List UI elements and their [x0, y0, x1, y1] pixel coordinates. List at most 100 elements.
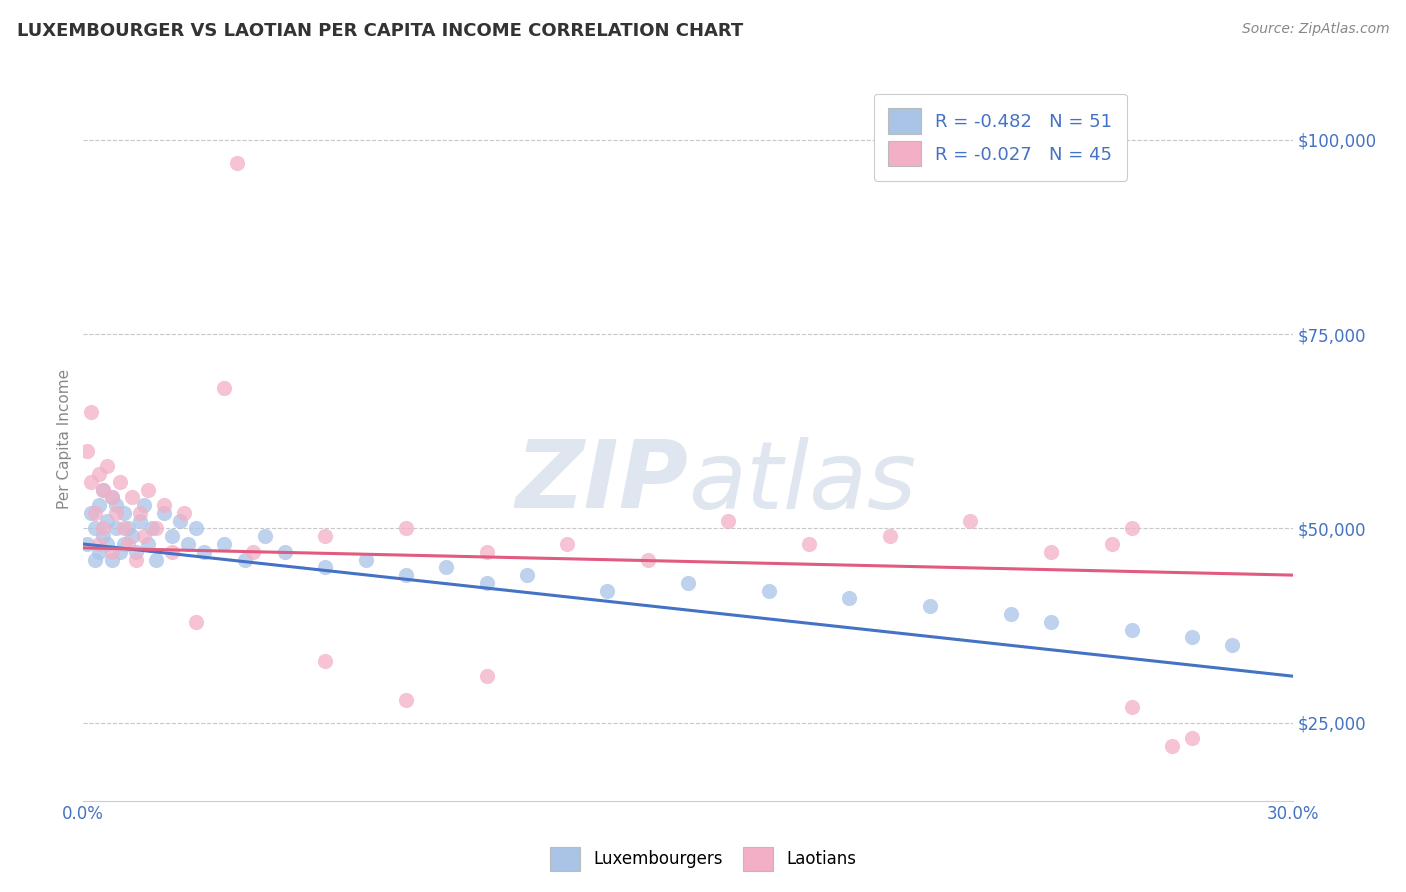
Point [314, 654, 336, 668]
Text: atlas: atlas [688, 437, 917, 528]
Point [758, 583, 780, 598]
Point [193, 545, 215, 559]
Point [76, 443, 98, 458]
Point [186, 615, 208, 629]
Point [555, 537, 578, 551]
Point [84, 506, 107, 520]
Point [879, 529, 901, 543]
Point [475, 575, 498, 590]
Point [160, 545, 183, 559]
Point [128, 506, 150, 520]
Point [125, 552, 148, 566]
Point [169, 514, 191, 528]
Point [112, 506, 135, 520]
Point [637, 552, 659, 566]
Point [1040, 545, 1063, 559]
Point [242, 545, 264, 559]
Point [186, 521, 208, 535]
Point [145, 552, 167, 566]
Point [96, 537, 118, 551]
Point [93, 483, 115, 497]
Point [89, 537, 111, 551]
Point [132, 498, 155, 512]
Point [89, 498, 111, 512]
Point [1222, 638, 1244, 652]
Point [84, 552, 107, 566]
Point [89, 545, 111, 559]
Point [1000, 607, 1022, 621]
Point [141, 521, 163, 535]
Point [100, 552, 122, 566]
Point [1121, 623, 1143, 637]
Legend: Luxembourgers, Laotians: Luxembourgers, Laotians [541, 839, 865, 880]
Point [112, 521, 135, 535]
Point [108, 475, 131, 489]
Point [173, 506, 195, 520]
Text: Source: ZipAtlas.com: Source: ZipAtlas.com [1241, 22, 1389, 37]
Point [80, 405, 103, 419]
Point [516, 568, 538, 582]
Point [117, 521, 139, 535]
Point [225, 156, 247, 170]
Point [104, 498, 127, 512]
Point [104, 506, 127, 520]
Point [100, 491, 122, 505]
Point [354, 552, 377, 566]
Point [93, 521, 115, 535]
Point [395, 568, 418, 582]
Point [112, 537, 135, 551]
Point [233, 552, 256, 566]
Point [475, 545, 498, 559]
Point [121, 529, 143, 543]
Point [136, 483, 159, 497]
Legend: R = -0.482   N = 51, R = -0.027   N = 45: R = -0.482 N = 51, R = -0.027 N = 45 [875, 94, 1126, 181]
Point [108, 545, 131, 559]
Point [93, 529, 115, 543]
Point [128, 514, 150, 528]
Point [160, 529, 183, 543]
Point [214, 537, 236, 551]
Point [153, 498, 176, 512]
Point [125, 545, 148, 559]
Point [676, 575, 699, 590]
Point [1181, 731, 1204, 746]
Point [145, 521, 167, 535]
Point [93, 483, 115, 497]
Point [253, 529, 276, 543]
Point [475, 669, 498, 683]
Point [717, 514, 740, 528]
Point [274, 545, 297, 559]
Point [84, 521, 107, 535]
Point [1121, 521, 1143, 535]
Point [1161, 739, 1184, 754]
Point [136, 537, 159, 551]
Point [177, 537, 200, 551]
Point [434, 560, 457, 574]
Point [117, 537, 139, 551]
Point [1101, 537, 1123, 551]
Point [1121, 700, 1143, 714]
Point [596, 583, 619, 598]
Point [100, 491, 122, 505]
Point [80, 475, 103, 489]
Point [104, 521, 127, 535]
Point [395, 521, 418, 535]
Point [918, 599, 941, 614]
Y-axis label: Per Capita Income: Per Capita Income [58, 369, 72, 509]
Point [838, 591, 860, 606]
Point [153, 506, 176, 520]
Point [96, 514, 118, 528]
Point [395, 692, 418, 706]
Point [314, 529, 336, 543]
Point [797, 537, 820, 551]
Point [214, 382, 236, 396]
Point [132, 529, 155, 543]
Point [89, 467, 111, 481]
Point [1181, 630, 1204, 644]
Text: ZIP: ZIP [515, 436, 688, 528]
Point [1040, 615, 1063, 629]
Point [96, 459, 118, 474]
Point [76, 537, 98, 551]
Point [80, 506, 103, 520]
Point [121, 491, 143, 505]
